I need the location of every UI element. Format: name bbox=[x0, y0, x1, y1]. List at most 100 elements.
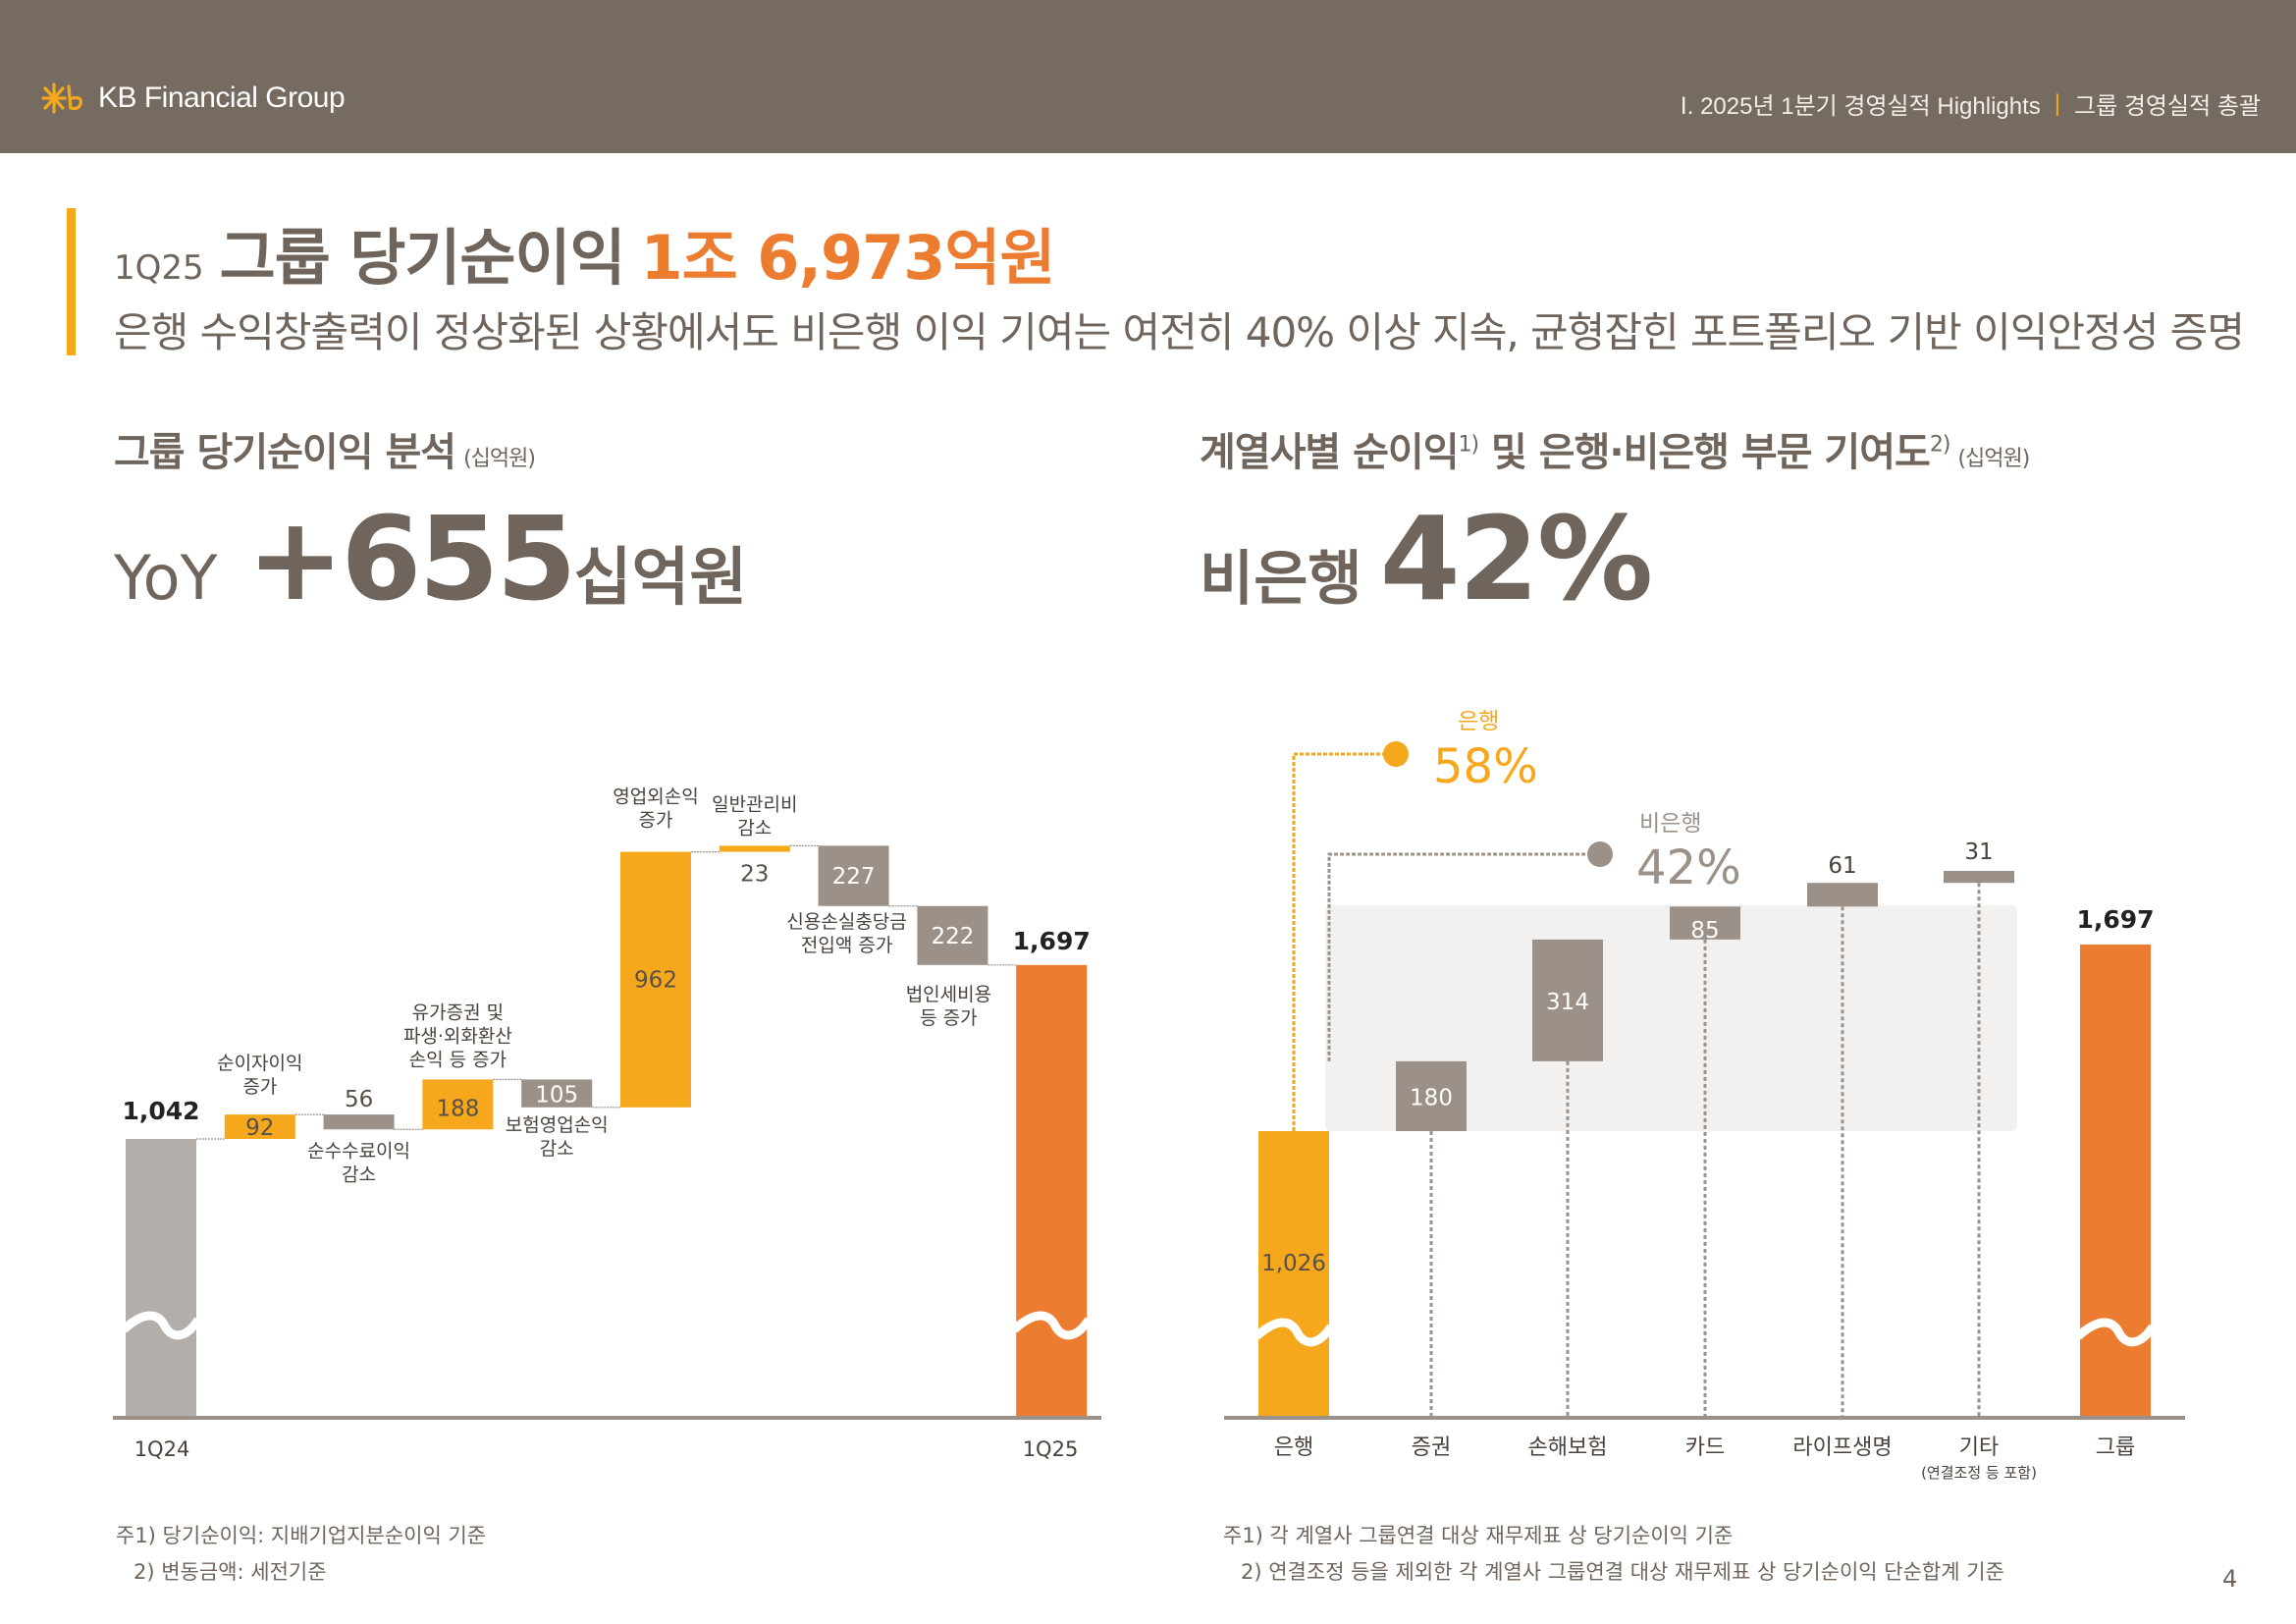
category-label: 일반관리비 bbox=[712, 793, 797, 815]
x-tick-label: 카드 bbox=[1685, 1435, 1725, 1460]
right-section-unit: (십억원) bbox=[1957, 447, 2030, 471]
x-tick-label: 증권 bbox=[1412, 1435, 1451, 1460]
category-label: 감소 bbox=[540, 1138, 574, 1160]
bank-share-label: 은행 bbox=[1458, 709, 1499, 734]
affiliate-bar bbox=[1532, 939, 1603, 1061]
nonbank-annotation-line bbox=[1327, 852, 1590, 1061]
data-label: 1,697 bbox=[1013, 927, 1091, 955]
category-label: 등 증가 bbox=[920, 1007, 977, 1029]
bank-annotation-dot bbox=[1383, 741, 1409, 767]
data-label: 105 bbox=[535, 1082, 578, 1108]
category-label: 증가 bbox=[242, 1076, 277, 1098]
category-label: 유가증권 및 bbox=[412, 1001, 504, 1023]
title-main: 그룹 당기순이익 bbox=[219, 222, 626, 294]
affiliate-bar bbox=[2080, 945, 2151, 1416]
x-tick-label: 은행 bbox=[1274, 1435, 1313, 1460]
breadcrumb: Ⅰ. 2025년 1분기 경영실적 Highlights | 그룹 경영실적 총… bbox=[1681, 86, 2261, 121]
page-subtitle: 은행 수익창출력이 정상화된 상황에서도 비은행 이익 기여는 여전히 40% … bbox=[114, 308, 2245, 356]
affiliate-bar bbox=[1258, 1131, 1329, 1416]
x-tick-label: 1Q25 bbox=[1023, 1437, 1079, 1461]
waterfall-bar bbox=[126, 1139, 196, 1416]
waterfall-bar bbox=[521, 1079, 593, 1108]
right-footnote-1: 주1) 각 계열사 그룹연결 대상 재무제표 상 당기순이익 기준 bbox=[1223, 1524, 1734, 1547]
x-tick-label: 라이프생명 bbox=[1792, 1435, 1892, 1460]
axis-break-icon bbox=[120, 1311, 202, 1340]
data-label: 85 bbox=[1690, 918, 1719, 944]
x-tick-label: 1Q24 bbox=[134, 1437, 190, 1461]
yoy-kpi: YoY +655 십억원 bbox=[114, 491, 747, 626]
category-label: 감소 bbox=[342, 1164, 376, 1185]
x-tick-label: 손해보험 bbox=[1528, 1435, 1608, 1460]
breadcrumb-section: Ⅰ. 2025년 1분기 경영실적 Highlights bbox=[1680, 93, 2041, 120]
left-section-unit: (십억원) bbox=[463, 447, 536, 471]
waterfall-bar bbox=[917, 905, 988, 965]
data-label: 222 bbox=[931, 924, 974, 949]
category-label: 감소 bbox=[737, 817, 772, 839]
category-label: 영업외손익 bbox=[613, 786, 698, 808]
footnote-ref-1: 1) bbox=[1458, 432, 1480, 458]
data-label: 962 bbox=[634, 968, 677, 994]
data-label: 314 bbox=[1546, 990, 1589, 1015]
footnote-ref-2: 2) bbox=[1929, 432, 1951, 458]
right-section-title: 계열사별 순이익1) 및 은행·비은행 부문 기여도2)(십억원) bbox=[1200, 420, 2030, 477]
yoy-kpi-value: +655 bbox=[246, 491, 576, 626]
waterfall-bar bbox=[719, 845, 790, 852]
page-title: 1Q25 그룹 당기순이익 1조 6,973억원 bbox=[114, 208, 1056, 297]
affiliate-bar bbox=[1670, 906, 1740, 940]
right-section-title-text: 계열사별 순이익 bbox=[1200, 430, 1460, 475]
waterfall-bar bbox=[422, 1079, 494, 1130]
header-bar bbox=[0, 0, 2296, 153]
data-label: 1,042 bbox=[122, 1097, 199, 1125]
category-label: 법인세비용 bbox=[906, 984, 991, 1005]
category-label: 보험영업손익 bbox=[506, 1114, 609, 1136]
nonbank-panel bbox=[1325, 905, 2017, 1131]
affiliate-bar bbox=[1396, 1060, 1467, 1131]
left-section-title-text: 그룹 당기순이익 분석 bbox=[114, 430, 456, 475]
affiliate-bar bbox=[1807, 883, 1878, 907]
brand-name: KB Financial Group bbox=[98, 81, 346, 114]
category-label: 신용손실충당금 bbox=[786, 911, 906, 933]
axis-break-icon bbox=[1011, 1311, 1093, 1340]
kb-star-icon bbox=[41, 82, 82, 114]
yoy-kpi-label: YoY bbox=[114, 542, 218, 614]
affiliate-bar bbox=[1944, 870, 2014, 884]
breadcrumb-page: 그룹 경영실적 총괄 bbox=[2074, 93, 2261, 120]
data-label: 1,026 bbox=[1261, 1251, 1326, 1276]
data-label: 92 bbox=[245, 1115, 274, 1141]
waterfall-bar bbox=[818, 845, 889, 906]
page-number: 4 bbox=[2222, 1565, 2238, 1593]
nonbank-kpi-value: 42% bbox=[1379, 491, 1653, 626]
category-label: 손익 등 증가 bbox=[409, 1049, 507, 1070]
data-label: 23 bbox=[740, 862, 769, 888]
nonbank-share-label: 비은행 bbox=[1639, 811, 1701, 837]
nonbank-kpi: 비은행 42% bbox=[1200, 491, 1653, 626]
brand-logo: KB Financial Group bbox=[39, 79, 346, 118]
category-label: 순수수료이익 bbox=[307, 1140, 410, 1162]
data-label: 61 bbox=[1828, 853, 1856, 879]
waterfall-bar bbox=[620, 851, 691, 1108]
bank-share-value: 58% bbox=[1433, 739, 1538, 794]
category-label: 순이자이익 bbox=[217, 1053, 302, 1074]
title-value: 1조 6,973억원 bbox=[640, 222, 1056, 294]
data-label: 188 bbox=[436, 1096, 479, 1121]
waterfall-bar bbox=[224, 1114, 295, 1139]
yoy-kpi-unit: 십억원 bbox=[573, 542, 748, 615]
category-label: 파생·외화환산 bbox=[403, 1025, 512, 1047]
nonbank-kpi-label: 비은행 bbox=[1200, 545, 1362, 614]
breadcrumb-separator: | bbox=[2054, 89, 2061, 117]
category-label: 증가 bbox=[639, 810, 673, 832]
nonbank-share-value: 42% bbox=[1636, 840, 1741, 895]
waterfall-bar bbox=[1016, 964, 1088, 1416]
bank-annotation-line bbox=[1292, 752, 1389, 1131]
data-label: 1,697 bbox=[2076, 905, 2154, 934]
waterfall-bar bbox=[323, 1114, 395, 1130]
data-label: 227 bbox=[832, 864, 876, 890]
left-footnote-1: 주1) 당기순이익: 지배기업지분순이익 기준 bbox=[116, 1524, 487, 1547]
x-tick-label: 기타 bbox=[1959, 1435, 1999, 1460]
right-section-title-mid: 및 은행·비은행 부문 기여도 bbox=[1478, 430, 1931, 475]
data-label: 31 bbox=[1964, 839, 1993, 865]
x-tick-label: 그룹 bbox=[2096, 1435, 2135, 1460]
data-label: 56 bbox=[345, 1087, 373, 1112]
category-label: 전입액 증가 bbox=[801, 935, 892, 956]
